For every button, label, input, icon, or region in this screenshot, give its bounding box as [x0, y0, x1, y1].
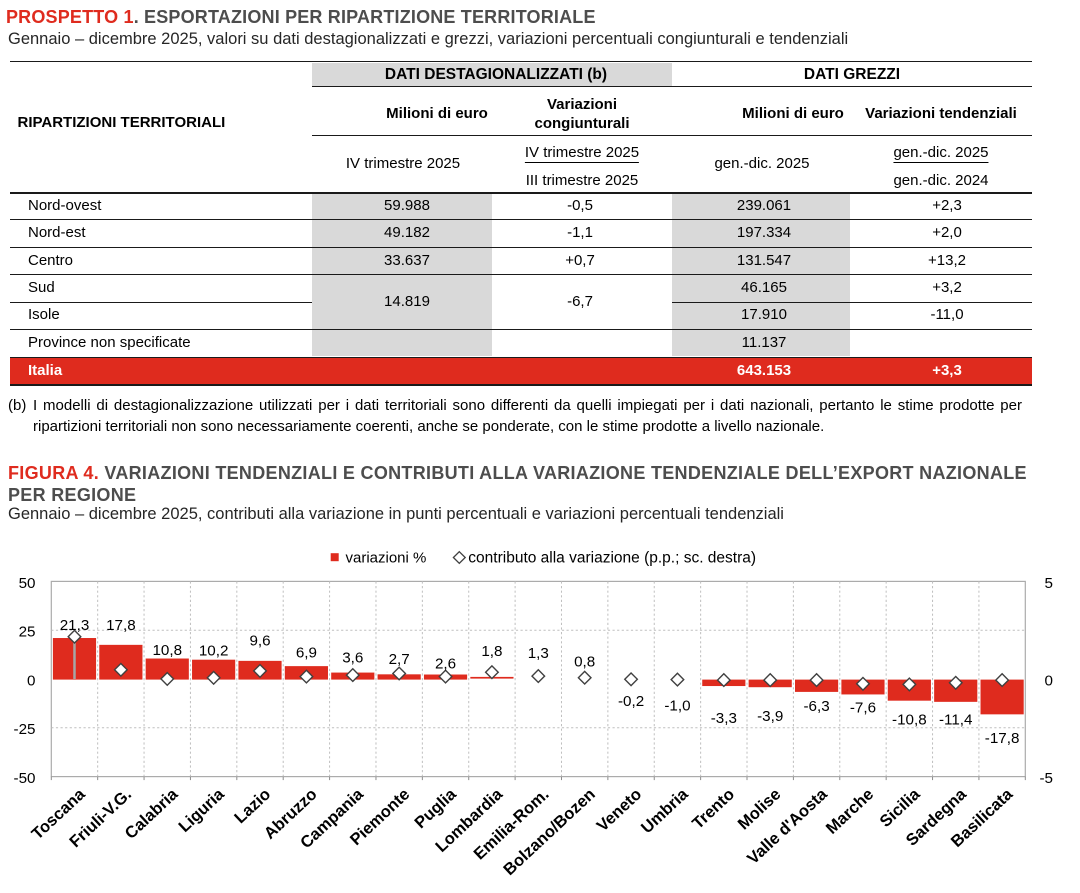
svg-text:-5: -5 [1039, 770, 1053, 787]
svg-text:0: 0 [27, 672, 35, 689]
svg-text:-3,3: -3,3 [711, 710, 737, 727]
svg-text:-3,9: -3,9 [757, 708, 783, 725]
svg-text:0,8: 0,8 [574, 653, 595, 670]
svg-text:2,6: 2,6 [435, 656, 456, 673]
svg-text:-25: -25 [14, 721, 36, 738]
svg-text:-17,8: -17,8 [985, 730, 1020, 747]
svg-text:25: 25 [19, 624, 36, 641]
svg-text:1,3: 1,3 [528, 645, 549, 662]
svg-text:Calabria: Calabria [122, 785, 182, 843]
svg-text:10,2: 10,2 [199, 643, 229, 660]
svg-text:50: 50 [19, 575, 36, 592]
svg-text:10,8: 10,8 [152, 642, 182, 659]
svg-text:0: 0 [1045, 672, 1053, 689]
svg-text:-11,4: -11,4 [939, 712, 973, 729]
svg-text:6,9: 6,9 [296, 645, 317, 662]
svg-text:17,8: 17,8 [106, 617, 136, 634]
svg-text:2,7: 2,7 [389, 651, 410, 668]
svg-text:-10,8: -10,8 [892, 712, 927, 729]
svg-text:Lazio: Lazio [231, 785, 274, 827]
svg-text:Trento: Trento [689, 785, 738, 833]
svg-text:Valle d'Aosta: Valle d'Aosta [744, 785, 832, 868]
svg-text:5: 5 [1045, 575, 1053, 592]
svg-text:1,8: 1,8 [481, 643, 502, 660]
svg-text:Veneto: Veneto [593, 785, 645, 835]
svg-text:-1,0: -1,0 [664, 698, 690, 715]
svg-text:Marche: Marche [823, 785, 878, 838]
svg-text:Liguria: Liguria [175, 785, 228, 836]
svg-text:contributo alla variazione (p.: contributo alla variazione (p.p.; sc. de… [468, 550, 756, 567]
svg-text:3,6: 3,6 [342, 650, 363, 667]
svg-text:9,6: 9,6 [249, 633, 270, 650]
svg-text:variazioni %: variazioni % [346, 550, 427, 567]
svg-text:21,3: 21,3 [60, 617, 90, 634]
svg-text:Umbria: Umbria [638, 785, 692, 837]
svg-text:-0,2: -0,2 [618, 693, 644, 710]
svg-text:-6,3: -6,3 [804, 698, 830, 715]
svg-text:-50: -50 [14, 770, 36, 787]
svg-text:-7,6: -7,6 [850, 700, 876, 717]
